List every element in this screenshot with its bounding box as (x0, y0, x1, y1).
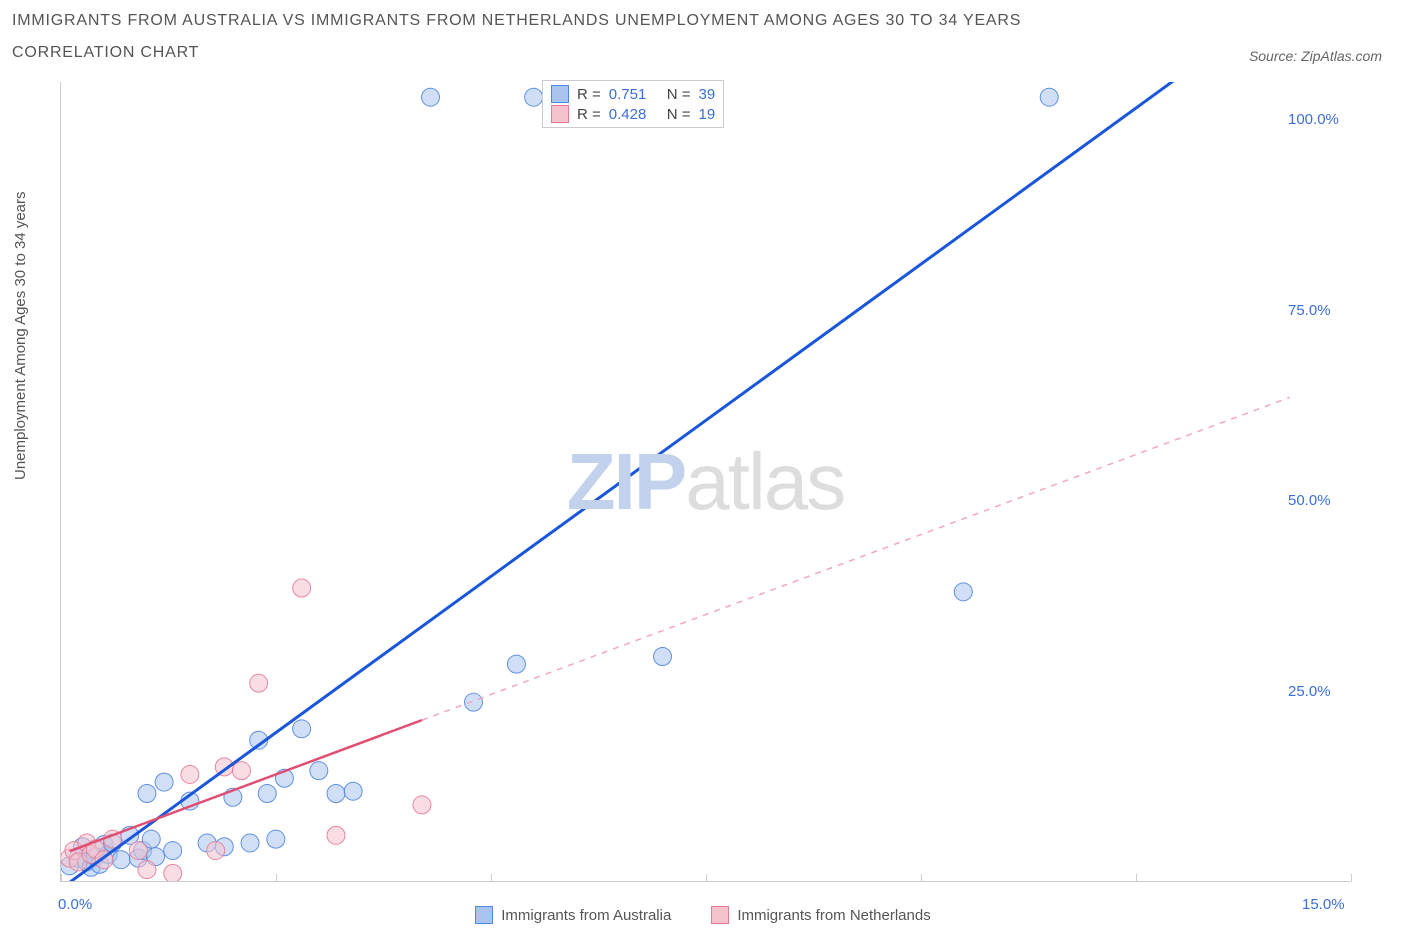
source-attribution: Source: ZipAtlas.com (1249, 48, 1382, 64)
legend-series-item: Immigrants from Australia (475, 906, 671, 924)
legend-r-value: 0.428 (609, 106, 659, 123)
legend-r-value: 0.751 (609, 86, 659, 103)
legend-swatch (475, 906, 493, 924)
legend-swatch (551, 85, 569, 103)
y-axis-label: Unemployment Among Ages 30 to 34 years (12, 191, 29, 480)
legend-correlation-row: R = 0.751 N = 39 (551, 85, 715, 103)
legend-correlation-row: R = 0.428 N = 19 (551, 105, 715, 123)
y-tick-label: 100.0% (1288, 111, 1339, 128)
x-tick-label: 0.0% (58, 896, 92, 913)
y-tick-label: 50.0% (1288, 492, 1331, 509)
legend-n-label: N = (667, 86, 691, 103)
y-tick-label: 25.0% (1288, 683, 1331, 700)
y-tick-label: 75.0% (1288, 302, 1331, 319)
legend-series-label: Immigrants from Netherlands (737, 907, 930, 924)
plot-area: ZIPatlas (60, 82, 1350, 882)
legend-series-label: Immigrants from Australia (501, 907, 671, 924)
legend-n-value: 19 (699, 106, 716, 123)
chart-title-2: CORRELATION CHART (12, 44, 199, 62)
legend-correlation: R = 0.751 N = 39 R = 0.428 N = 19 (542, 80, 724, 128)
chart-svg (61, 82, 1350, 881)
x-tick-label: 15.0% (1302, 896, 1345, 913)
legend-r-label: R = (577, 106, 601, 123)
legend-n-label: N = (667, 106, 691, 123)
legend-r-label: R = (577, 86, 601, 103)
chart-title-1: IMMIGRANTS FROM AUSTRALIA VS IMMIGRANTS … (12, 12, 1021, 30)
legend-n-value: 39 (699, 86, 716, 103)
legend-series: Immigrants from Australia Immigrants from… (0, 906, 1406, 924)
legend-swatch (711, 906, 729, 924)
legend-series-item: Immigrants from Netherlands (711, 906, 930, 924)
legend-swatch (551, 105, 569, 123)
